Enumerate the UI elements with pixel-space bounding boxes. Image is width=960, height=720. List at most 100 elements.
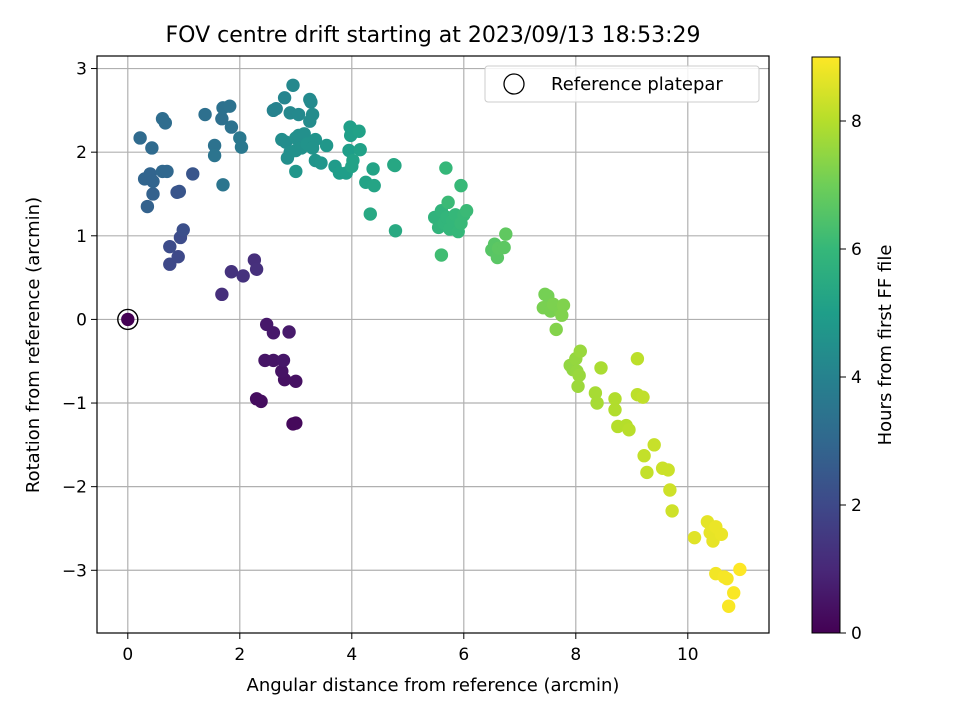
data-point [297, 127, 311, 141]
data-point [630, 352, 645, 366]
data-point [282, 325, 296, 339]
data-point [289, 164, 303, 179]
data-point [366, 162, 380, 176]
data-point [434, 248, 449, 262]
data-point [388, 158, 402, 173]
data-point [363, 207, 377, 221]
data-point [439, 161, 453, 175]
x-tick-label: 10 [677, 645, 699, 665]
data-point [573, 344, 587, 358]
data-point [441, 195, 455, 210]
x-tick-label: 0 [122, 645, 133, 665]
colorbar-ticks: 0 2 4 6 8 [840, 112, 862, 644]
data-point [588, 386, 603, 400]
data-point [303, 114, 317, 128]
data-point [140, 199, 155, 214]
data-point [721, 599, 736, 613]
data-point [207, 148, 222, 163]
data-point [133, 131, 147, 145]
data-point [289, 374, 303, 388]
data-point [145, 141, 159, 155]
data-point [388, 224, 403, 238]
data-point [186, 167, 200, 181]
data-point [622, 423, 636, 437]
data-point [353, 142, 367, 157]
data-point [158, 116, 173, 130]
data-points [117, 78, 747, 613]
data-point [608, 392, 622, 406]
data-point [223, 99, 237, 113]
data-point [234, 140, 249, 154]
data-point [236, 269, 250, 283]
data-point [663, 483, 677, 497]
data-point [687, 530, 702, 545]
y-axis-label: Rotation from reference (arcmin) [23, 197, 44, 493]
data-point [367, 178, 381, 193]
data-point [714, 527, 729, 542]
colorbar-tick-label: 4 [851, 368, 862, 388]
reference-platepar-marker [117, 308, 139, 331]
data-point [304, 95, 318, 109]
x-tick-label: 4 [346, 645, 357, 665]
data-point [499, 227, 513, 241]
data-point [249, 262, 264, 276]
x-axis-ticks: 0 2 4 6 8 10 [122, 633, 699, 665]
data-point [727, 586, 741, 600]
data-point [198, 107, 212, 122]
colorbar-label: Hours from first FF file [875, 245, 896, 446]
data-point [305, 141, 320, 155]
data-point [319, 138, 334, 153]
legend-label: Reference platepar [551, 74, 723, 95]
data-point [275, 364, 289, 378]
colorbar-tick-label: 0 [851, 624, 862, 644]
data-point [572, 368, 586, 383]
chart-title: FOV centre drift starting at 2023/09/13 … [166, 23, 701, 48]
colorbar-tick-label: 2 [851, 496, 862, 516]
colorbar: 0 2 4 6 8 Hours from first FF file [811, 56, 896, 644]
data-point [289, 416, 303, 430]
data-point [556, 298, 571, 312]
y-tick-label: −3 [62, 561, 87, 581]
colorbar-tick-label: 8 [851, 112, 862, 132]
data-point [733, 562, 747, 577]
data-point [608, 403, 622, 417]
data-point [216, 178, 230, 192]
data-point [121, 312, 135, 327]
y-tick-label: −1 [62, 394, 87, 414]
data-point [352, 124, 366, 138]
data-point [176, 223, 190, 237]
data-point [555, 308, 569, 322]
data-point [571, 379, 585, 394]
colorbar-tick-label: 6 [851, 240, 862, 260]
data-point [497, 240, 511, 255]
y-tick-label: −2 [62, 478, 87, 498]
y-tick-label: 3 [76, 60, 87, 80]
data-point [266, 326, 281, 340]
data-point [171, 249, 185, 264]
data-point [637, 449, 651, 463]
data-point [269, 101, 283, 116]
data-point [647, 438, 661, 452]
x-tick-label: 2 [234, 645, 245, 665]
legend-box [484, 65, 760, 103]
data-point [163, 239, 177, 254]
x-axis-label: Angular distance from reference (arcmin) [247, 675, 620, 696]
data-point [279, 135, 293, 149]
x-tick-label: 8 [570, 645, 581, 665]
plot-frame [96, 55, 770, 634]
data-point [146, 174, 160, 189]
data-point [345, 159, 359, 174]
data-point [459, 204, 474, 218]
data-point [277, 91, 292, 105]
data-point [146, 187, 160, 201]
legend: Reference platepar [484, 65, 760, 103]
legend-marker [503, 73, 525, 95]
data-point [254, 394, 268, 409]
data-point [291, 107, 306, 122]
y-tick-label: 2 [76, 143, 87, 163]
data-point [590, 396, 604, 410]
data-point [594, 361, 608, 375]
data-point [454, 178, 468, 193]
y-tick-label: 1 [76, 227, 87, 247]
